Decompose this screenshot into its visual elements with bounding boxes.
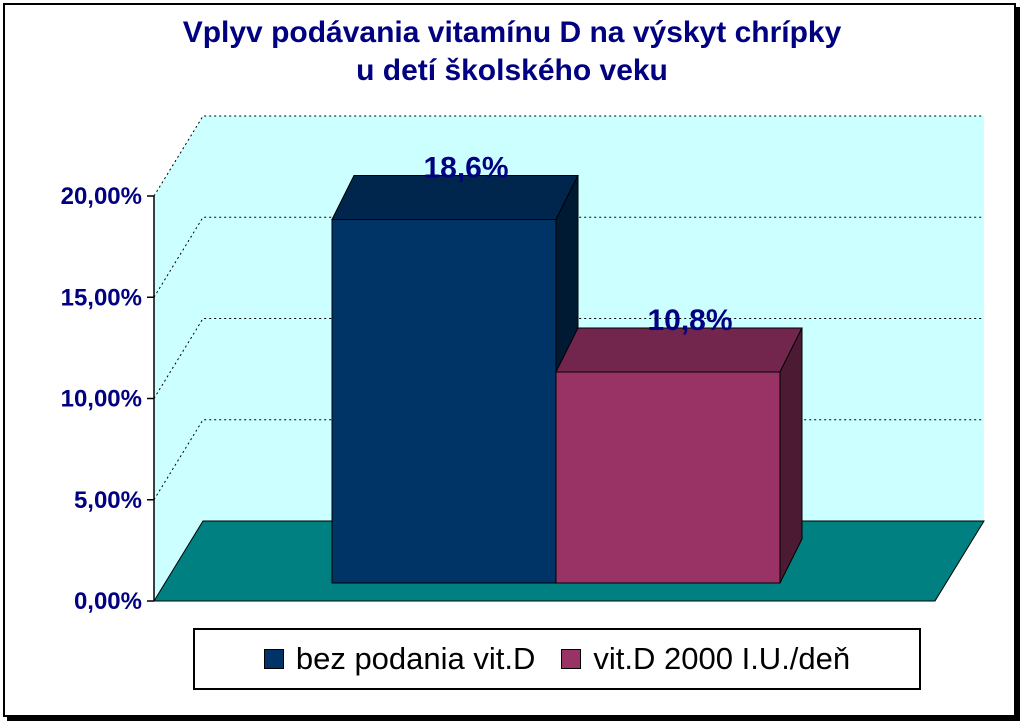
legend-item-bez-podania: bez podania vit.D: [263, 641, 536, 677]
bar-front: [331, 219, 557, 584]
bar-front: [555, 371, 781, 584]
legend: bez podania vit.D vit.D 2000 I.U./deň: [193, 628, 921, 690]
data-label: 10,8%: [647, 304, 732, 337]
gridline: [153, 115, 984, 197]
data-label: 18,6%: [423, 152, 508, 185]
y-tick-label: 5,00%: [74, 487, 142, 514]
legend-swatch-bez-podania: [263, 649, 284, 669]
gridline: [153, 216, 984, 298]
chart-title: Vplyv podávania vitamínu D na výskyt chr…: [0, 14, 1024, 90]
legend-swatch-vit-d: [561, 649, 582, 669]
gridline: [153, 419, 984, 501]
chart-title-line-1: Vplyv podávania vitamínu D na výskyt chr…: [182, 16, 842, 49]
y-tick-label: 20,00%: [61, 183, 142, 210]
y-tick-label: 10,00%: [61, 386, 142, 413]
bar-1: [555, 327, 803, 584]
y-tick-label: 15,00%: [61, 284, 142, 311]
chart-title-line-2: u detí školského veku: [356, 54, 668, 87]
y-tick-label: 0,00%: [74, 588, 142, 615]
legend-item-vit-d: vit.D 2000 I.U./deň: [561, 641, 850, 677]
legend-label-bez-podania: bez podania vit.D: [295, 641, 536, 676]
bar-side: [779, 327, 803, 584]
legend-label-vit-d: vit.D 2000 I.U./deň: [593, 641, 851, 676]
bar-0: [331, 175, 579, 584]
gridline: [153, 318, 984, 399]
